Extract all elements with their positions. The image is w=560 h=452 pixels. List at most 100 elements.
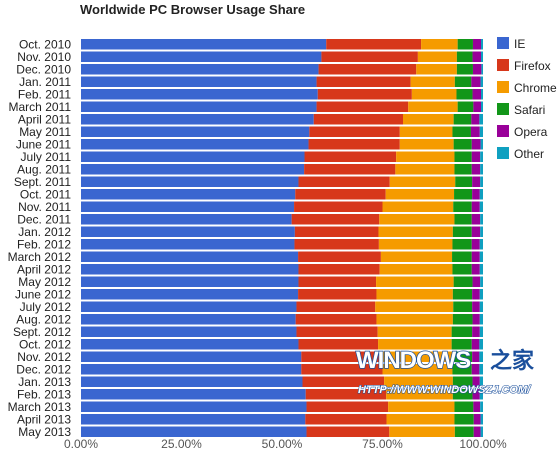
bar-segment-ie: [81, 251, 299, 262]
y-tick-label: Jan. 2011: [19, 75, 71, 89]
bar-segment-chrome: [403, 114, 454, 125]
bar-segment-other: [480, 151, 483, 162]
bar-segment-chrome: [411, 89, 457, 100]
bar-segment-other: [481, 64, 483, 75]
bar-segment-firefox: [308, 139, 400, 150]
bar-segment-safari: [456, 89, 473, 100]
y-tick-label: Feb. 2013: [17, 387, 71, 401]
bar-segment-opera: [472, 189, 480, 200]
y-tick-label: Aug. 2011: [17, 162, 71, 176]
y-tick-label: Oct. 2010: [19, 37, 71, 51]
bar-segment-other: [479, 251, 483, 262]
bar-segment-chrome: [378, 339, 452, 350]
bar-segment-firefox: [298, 289, 377, 300]
bar-segment-firefox: [321, 51, 418, 62]
bar-segment-chrome: [389, 176, 456, 187]
bar-segment-safari: [452, 126, 471, 137]
bar-segment-chrome: [388, 401, 455, 412]
bar-segment-firefox: [305, 414, 387, 425]
y-tick-label: March 2013: [8, 400, 72, 414]
bar-segment-ie: [81, 226, 295, 237]
bar-segment-ie: [81, 401, 307, 412]
bar-segment-ie: [81, 339, 299, 350]
bar-segment-firefox: [306, 401, 389, 412]
y-tick-label: May 2012: [18, 275, 71, 289]
y-tick-label: June 2011: [16, 137, 71, 151]
bar-segment-opera: [471, 364, 480, 375]
bar-segment-firefox: [291, 214, 380, 225]
y-tick-label: Oct. 2012: [19, 337, 71, 351]
legend-label-firefox: Firefox: [514, 59, 551, 73]
bar-segment-chrome: [379, 264, 453, 275]
legend-label-chrome: Chrome: [514, 81, 557, 95]
y-tick-label: April 2013: [17, 412, 71, 426]
bar-segment-safari: [453, 276, 473, 287]
bar-segment-other: [480, 89, 483, 100]
bar-segment-firefox: [298, 176, 390, 187]
bar-segment-safari: [454, 414, 474, 425]
bar-segment-opera: [471, 251, 480, 262]
y-tick-label: March 2012: [8, 250, 72, 264]
bar-segment-chrome: [376, 276, 454, 287]
y-tick-label: Oct. 2011: [20, 187, 71, 201]
bar-segment-other: [479, 114, 483, 125]
bar-segment-opera: [472, 326, 480, 337]
bar-segment-chrome: [382, 364, 453, 375]
bar-segment-safari: [457, 101, 474, 112]
y-tick-label: June 2012: [15, 287, 71, 301]
bar-segment-firefox: [295, 314, 377, 325]
bar-segment-firefox: [318, 64, 417, 75]
bar-segment-chrome: [375, 301, 454, 312]
bar-segment-safari: [452, 239, 472, 250]
bar-segment-chrome: [386, 389, 453, 400]
y-tick-label: Aug. 2012: [16, 312, 71, 326]
bar-segment-firefox: [304, 151, 397, 162]
bar-segment-other: [480, 226, 483, 237]
bar-segment-safari: [453, 139, 472, 150]
bar-segment-chrome: [386, 414, 455, 425]
y-tick-label: Nov. 2011: [18, 200, 71, 214]
bar-segment-ie: [81, 114, 314, 125]
bar-segment-chrome: [377, 326, 452, 337]
y-tick-label: May 2011: [19, 125, 71, 139]
x-tick-label: 50.00%: [262, 437, 303, 451]
bar-segment-safari: [457, 39, 473, 50]
bar-segment-opera: [471, 164, 481, 175]
y-tick-label: July 2011: [21, 150, 72, 164]
y-tick-label: Sept. 2012: [13, 325, 71, 339]
bar-segment-ie: [81, 151, 305, 162]
watermark-brand: WINDOWS: [356, 347, 471, 374]
y-tick-label: April 2012: [17, 262, 71, 276]
bar-segment-safari: [452, 314, 473, 325]
watermark-brand-cn: 之家: [490, 348, 535, 374]
bar-segment-chrome: [416, 64, 457, 75]
bar-segment-other: [479, 201, 483, 212]
bar-segment-other: [480, 426, 483, 437]
y-tick-label: Jan. 2013: [18, 375, 71, 389]
legend-label-safari: Safari: [514, 103, 545, 117]
bar-segment-opera: [471, 339, 480, 350]
bar-segment-safari: [454, 76, 472, 87]
bar-segment-opera: [471, 214, 481, 225]
bar-segment-firefox: [296, 301, 376, 312]
y-tick-label: Nov. 2012: [17, 350, 71, 364]
bar-segment-firefox: [294, 226, 379, 237]
legend-swatch-other: [497, 147, 509, 159]
bar-segment-other: [479, 126, 483, 137]
bar-segment-ie: [81, 264, 299, 275]
bar-segment-ie: [81, 314, 296, 325]
bar-segment-chrome: [378, 226, 453, 237]
bar-segment-chrome: [382, 201, 454, 212]
legend-label-ie: IE: [514, 37, 525, 51]
bar-segment-opera: [473, 426, 481, 437]
bar-segment-other: [480, 276, 483, 287]
bar-segment-firefox: [326, 39, 422, 50]
bar-segment-safari: [452, 351, 473, 362]
bar-segment-other: [479, 376, 483, 387]
bar-segment-chrome: [378, 239, 453, 250]
bar-segment-chrome: [376, 314, 453, 325]
bar-segment-opera: [470, 126, 480, 137]
bar-segment-opera: [471, 239, 480, 250]
bar-segment-opera: [471, 151, 481, 162]
